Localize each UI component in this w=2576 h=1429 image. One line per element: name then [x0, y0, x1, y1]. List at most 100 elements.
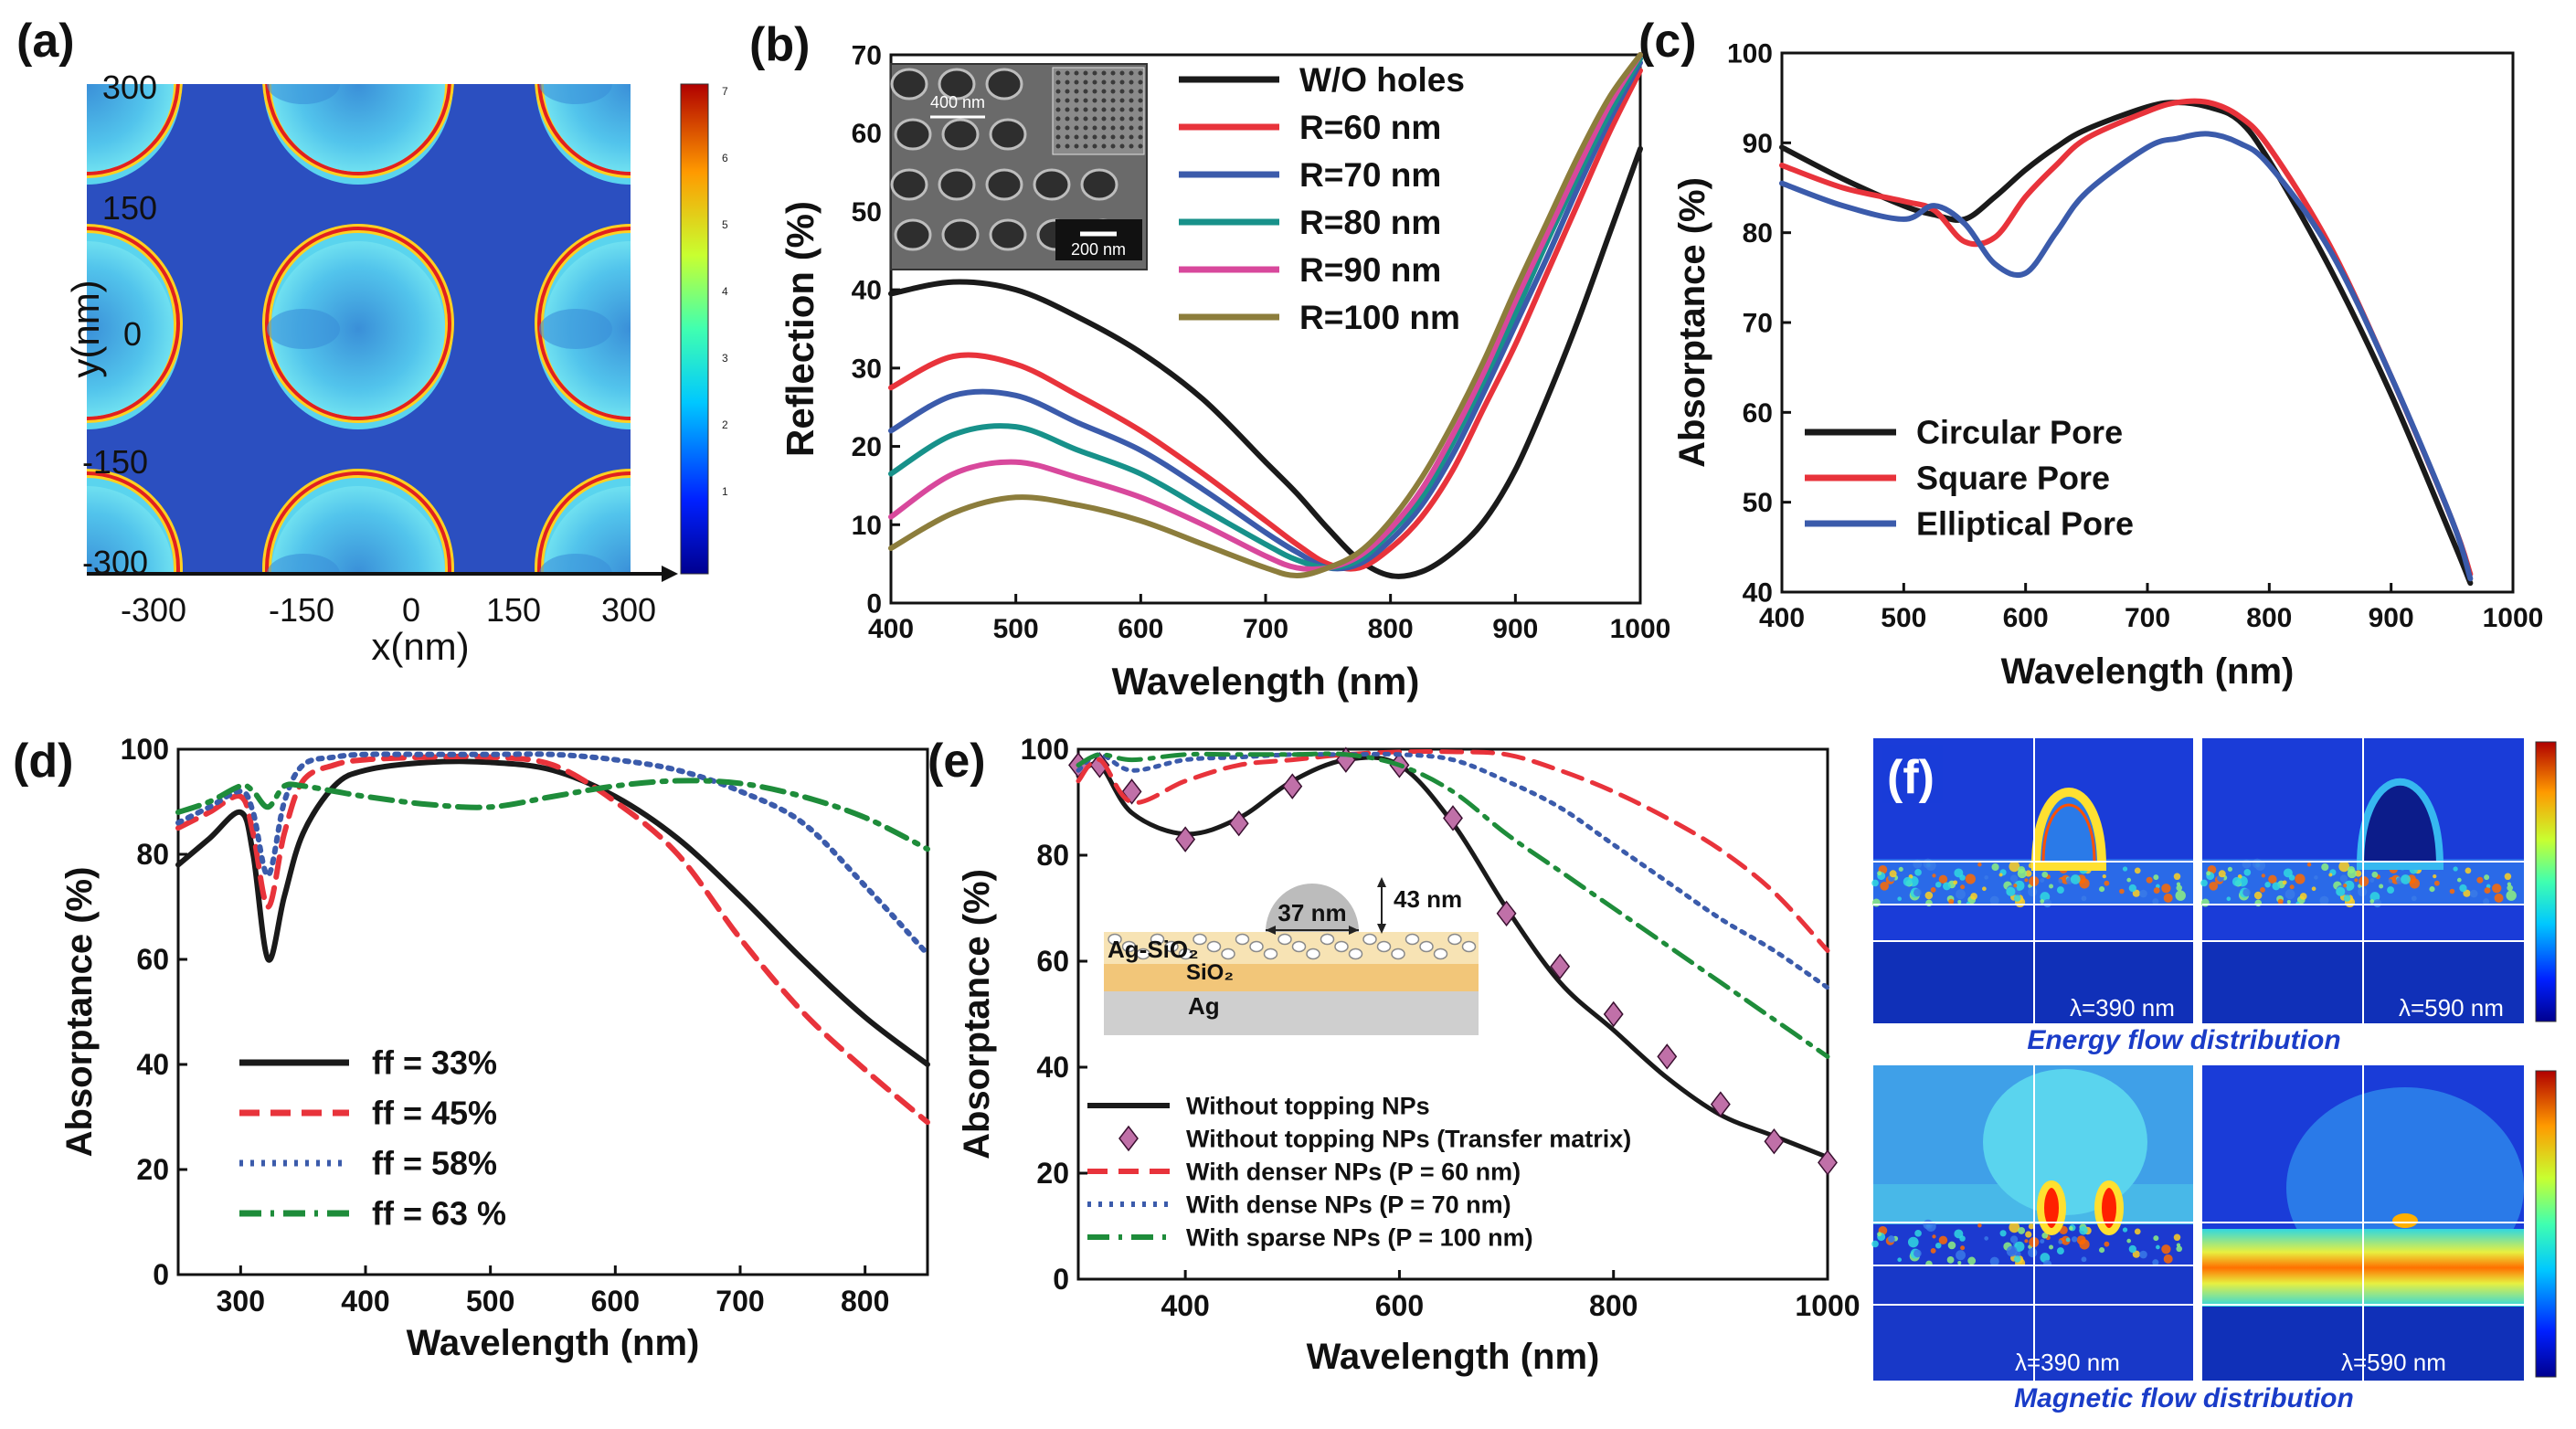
field-speckle [1907, 1236, 1919, 1248]
sem-grid-dot [1065, 79, 1070, 85]
field-speckle [1960, 884, 1966, 890]
field-speckle [2288, 874, 2295, 881]
sem-pore [989, 218, 1027, 251]
field-speckle [1935, 881, 1942, 888]
data-point [1764, 1127, 1785, 1155]
ag-nanoparticle [1306, 947, 1320, 960]
field-speckle [2069, 1226, 2073, 1231]
y-tick-label: -300 [82, 544, 148, 581]
map-wavelength-label: λ=590 nm [2341, 1349, 2446, 1376]
field-speckle [2098, 1247, 2105, 1254]
field-speckle [2163, 893, 2173, 903]
axis-title-y: Absorptance (%) [1672, 177, 1712, 468]
field-speckle [2156, 1244, 2160, 1250]
field-speckle [2153, 887, 2160, 894]
sem-grid-dot [1129, 125, 1134, 131]
field-speckle [2299, 893, 2307, 900]
hole-interior [87, 486, 174, 574]
sem-pore [894, 218, 932, 251]
field-speckle [2041, 1232, 2049, 1239]
sem-grid-dot [1110, 98, 1116, 103]
y-tick-label: 100 [121, 733, 169, 766]
colorbar-tick-label: 5 [722, 218, 728, 231]
colorbar-tick-label: 7 [722, 85, 728, 98]
sem-grid-dot [1101, 134, 1107, 140]
legend-label: Without topping NPs [1186, 1092, 1430, 1119]
sem-grid-dot [1129, 107, 1134, 112]
x-tick-label: 800 [1368, 614, 1414, 644]
panel-d: 300 400 500 600 700 800 0 20 40 60 80 100 Wavelength… [59, 733, 930, 1363]
sem-grid-dot [1083, 116, 1088, 122]
ag-nanoparticle [1178, 947, 1193, 960]
x-tick-label: 600 [591, 1285, 640, 1318]
sem-grid-dot [1055, 125, 1061, 131]
field-speckle [2272, 882, 2281, 891]
field-speckle [2028, 1223, 2035, 1230]
colorbar-tick-label: 4 [722, 285, 728, 298]
field-speckle [2043, 899, 2052, 908]
field-speckle [2040, 899, 2045, 904]
sem-grid-dot [1129, 143, 1134, 149]
ag-nanoparticle [1320, 933, 1335, 946]
field-speckle [1999, 1230, 2007, 1237]
sem-grid-dot [1055, 79, 1061, 85]
sem-grid-dot [1138, 79, 1143, 85]
hole-shade [0, 554, 69, 594]
field-speckle [2264, 881, 2271, 888]
field-speckle [1923, 1219, 1934, 1230]
sem-grid-dot [1101, 143, 1107, 149]
field-speckle [1984, 875, 1989, 880]
field-speckle [2200, 879, 2208, 887]
panel-label-d: (d) [13, 735, 73, 788]
field-speckle [2176, 1245, 2183, 1253]
data-point [1089, 752, 1110, 778]
y-tick-label: 80 [1036, 839, 1069, 872]
magnetic-map-590: λ=590 nm [2202, 1065, 2524, 1381]
inset-label-substrate: Ag [1188, 992, 1220, 1020]
hole-edge [537, 471, 631, 574]
field-speckle [2119, 888, 2125, 894]
field-speckle [2369, 899, 2375, 904]
sem-pore [985, 68, 1023, 101]
field-speckle [2453, 866, 2458, 872]
field-speckle [1935, 1242, 1942, 1249]
field-speckle [2076, 1235, 2086, 1245]
y-tick-label: 60 [1743, 398, 1773, 429]
field-speckle [2242, 888, 2251, 897]
sem-pore [989, 118, 1027, 151]
plot-frame [176, 747, 929, 1276]
sem-grid-dot [1119, 116, 1125, 122]
field-speckle [1957, 900, 1962, 905]
field-speckle [2041, 871, 2049, 878]
field-speckle [2146, 876, 2153, 884]
field-speckle [2311, 886, 2316, 892]
sem-grid-dot [1083, 89, 1088, 94]
field-speckle [2152, 1259, 2159, 1266]
field-speckle [2286, 900, 2291, 905]
field-speckle [2009, 874, 2019, 883]
sem-grid-dot [1055, 89, 1061, 94]
field-speckle [2284, 889, 2295, 900]
ag-nanoparticle [1249, 940, 1264, 953]
series-line [888, 52, 1643, 578]
field-speckle [2006, 1245, 2018, 1257]
legend-label: R=90 nm [1299, 251, 1441, 289]
data-point [1710, 1091, 1731, 1117]
colorbar-tick-label: 3 [722, 352, 728, 365]
legend-label: W/O holes [1299, 61, 1465, 99]
hole-edge [537, 227, 631, 420]
inset-label-width: 37 nm [1277, 899, 1346, 926]
field-speckle [2484, 887, 2491, 894]
sem-grid-dot [1074, 125, 1079, 131]
x-tick-label: -150 [269, 591, 334, 629]
y-tick-label: 30 [852, 354, 882, 384]
sem-pore [938, 68, 976, 101]
field-speckle [2009, 1222, 2020, 1233]
field-speckle [1903, 876, 1913, 886]
hole-edge [265, 471, 451, 574]
axis-title-x: x(nm) [371, 625, 469, 668]
field-speckle [1991, 863, 1999, 872]
field-speckle [2339, 874, 2348, 883]
sem-grid-dot [1092, 134, 1097, 140]
field-speckle [2163, 1254, 2173, 1264]
